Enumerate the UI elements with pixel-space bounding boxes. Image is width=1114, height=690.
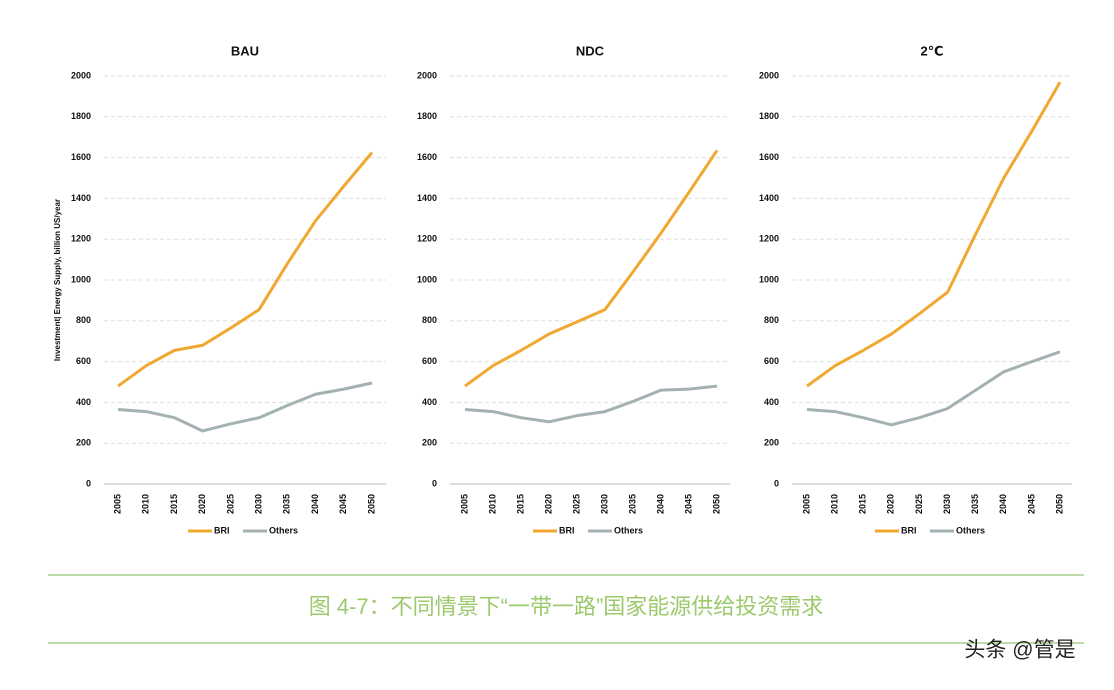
y-tick-label: 1800 xyxy=(759,111,779,121)
y-tick-label: 600 xyxy=(764,356,779,366)
chart-title: BAU xyxy=(231,43,259,58)
x-tick-label: 2030 xyxy=(253,494,263,514)
y-axis-label: Investment| Energy Supply, billion US/ye… xyxy=(53,199,62,361)
x-tick-label: 2005 xyxy=(801,494,811,514)
y-tick-label: 800 xyxy=(764,315,779,325)
y-tick-label: 1600 xyxy=(759,152,779,162)
y-tick-label: 800 xyxy=(422,315,437,325)
watermark: 头条 @管是 xyxy=(964,639,1075,662)
y-tick-label: 600 xyxy=(76,356,91,366)
x-tick-label: 2045 xyxy=(1026,494,1036,514)
chart-title: 2℃ xyxy=(921,43,944,58)
y-tick-label: 200 xyxy=(76,438,91,448)
caption: 图 4-7：不同情景下“一带一路”国家能源供给投资需求 xyxy=(309,594,824,619)
y-tick-label: 1400 xyxy=(417,193,437,203)
y-tick-label: 1600 xyxy=(71,152,91,162)
y-tick-label: 800 xyxy=(76,315,91,325)
x-tick-label: 2050 xyxy=(711,494,721,514)
x-tick-label: 2015 xyxy=(515,494,525,514)
y-tick-label: 1200 xyxy=(759,234,779,244)
y-tick-label: 2000 xyxy=(417,70,437,80)
x-tick-label: 2025 xyxy=(571,494,581,514)
y-tick-label: 1800 xyxy=(417,111,437,121)
y-tick-label: 200 xyxy=(764,438,779,448)
y-tick-label: 400 xyxy=(764,397,779,407)
y-tick-label: 2000 xyxy=(71,70,91,80)
x-tick-label: 2035 xyxy=(627,494,637,514)
x-tick-label: 2040 xyxy=(310,494,320,514)
x-tick-label: 2020 xyxy=(886,494,896,514)
x-tick-label: 2005 xyxy=(112,494,122,514)
y-tick-label: 400 xyxy=(422,397,437,407)
y-tick-label: 1000 xyxy=(417,274,437,284)
line-series xyxy=(464,384,718,424)
y-tick-label: 1400 xyxy=(759,193,779,203)
line-series xyxy=(806,350,1061,427)
x-tick-label: 2025 xyxy=(225,494,235,514)
y-tick-label: 400 xyxy=(76,397,91,407)
x-tick-label: 2020 xyxy=(197,494,207,514)
y-tick-label: 2000 xyxy=(759,70,779,80)
y-tick-label: 1000 xyxy=(759,274,779,284)
y-tick-label: 1200 xyxy=(71,234,91,244)
x-tick-label: 2030 xyxy=(599,494,609,514)
x-tick-label: 2005 xyxy=(459,494,469,514)
y-tick-label: 1400 xyxy=(71,193,91,203)
line-series xyxy=(464,149,719,388)
x-tick-label: 2020 xyxy=(543,494,553,514)
x-tick-label: 2010 xyxy=(487,494,497,514)
line-series xyxy=(117,381,373,433)
y-tick-label: 0 xyxy=(774,478,779,488)
legend-label: BRI xyxy=(214,525,230,535)
y-tick-label: 1000 xyxy=(71,274,91,284)
x-tick-label: 2045 xyxy=(683,494,693,514)
x-tick-label: 2035 xyxy=(970,494,980,514)
x-tick-label: 2050 xyxy=(1054,494,1064,514)
y-tick-label: 0 xyxy=(86,478,91,488)
y-tick-label: 0 xyxy=(432,478,437,488)
y-tick-label: 1600 xyxy=(417,152,437,162)
x-tick-label: 2040 xyxy=(998,494,1008,514)
legend-label: Others xyxy=(614,525,643,535)
y-tick-label: 1800 xyxy=(71,111,91,121)
x-tick-label: 2050 xyxy=(366,494,376,514)
y-tick-label: 1200 xyxy=(417,234,437,244)
legend-label: BRI xyxy=(901,525,917,535)
legend-label: Others xyxy=(956,525,985,535)
x-tick-label: 2010 xyxy=(829,494,839,514)
y-tick-label: 600 xyxy=(422,356,437,366)
x-tick-label: 2045 xyxy=(338,494,348,514)
x-tick-label: 2015 xyxy=(858,494,868,514)
x-tick-label: 2015 xyxy=(169,494,179,514)
x-tick-label: 2035 xyxy=(282,494,292,514)
legend-label: Others xyxy=(269,525,298,535)
x-tick-label: 2040 xyxy=(655,494,665,514)
x-tick-label: 2025 xyxy=(914,494,924,514)
x-tick-label: 2010 xyxy=(141,494,151,514)
x-tick-label: 2030 xyxy=(942,494,952,514)
y-tick-label: 200 xyxy=(422,438,437,448)
line-series xyxy=(117,151,374,388)
chart-title: NDC xyxy=(576,43,605,58)
legend-label: BRI xyxy=(559,525,575,535)
line-series xyxy=(806,81,1062,388)
